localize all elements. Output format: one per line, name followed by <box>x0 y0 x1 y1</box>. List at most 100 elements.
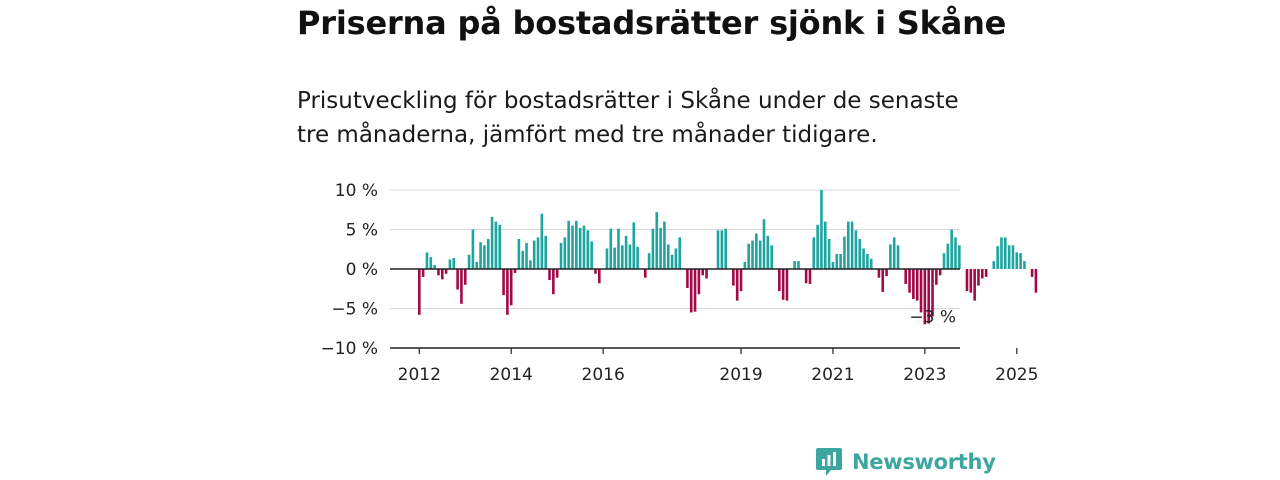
bar <box>778 269 781 292</box>
bar <box>536 237 540 269</box>
bar <box>651 228 655 269</box>
bar <box>1030 269 1034 277</box>
bar <box>509 269 513 306</box>
bar <box>965 269 969 292</box>
bar <box>552 269 555 295</box>
bar <box>479 242 482 269</box>
y-tick-label: −5 % <box>331 300 378 320</box>
bar <box>766 235 770 269</box>
bar <box>632 222 636 269</box>
bar <box>915 269 919 301</box>
bar <box>827 238 831 269</box>
bar <box>571 225 574 269</box>
bar <box>689 269 693 313</box>
x-tick-label: 2012 <box>398 365 441 385</box>
bar <box>525 242 528 269</box>
bar <box>636 246 639 269</box>
bar <box>490 216 494 269</box>
bar <box>582 225 586 269</box>
bar <box>843 236 846 269</box>
bar <box>755 233 758 269</box>
bar <box>548 269 551 281</box>
bar <box>598 269 601 284</box>
bar <box>663 221 666 269</box>
bar <box>850 221 854 269</box>
bar <box>808 269 812 285</box>
bar <box>831 261 835 269</box>
bar <box>1015 252 1019 269</box>
bar <box>716 230 720 269</box>
bar <box>471 229 475 269</box>
bar <box>578 227 582 269</box>
bar <box>521 250 525 269</box>
bar <box>732 269 735 286</box>
bar <box>701 269 705 276</box>
bar <box>896 245 900 269</box>
bar <box>954 237 957 269</box>
bar <box>418 269 421 315</box>
bar <box>678 237 682 269</box>
bar <box>996 246 999 269</box>
bar <box>1019 253 1022 269</box>
bar <box>992 261 996 269</box>
bar <box>532 240 536 269</box>
bar <box>839 253 842 269</box>
bar <box>946 243 950 269</box>
bar <box>958 245 961 269</box>
bar <box>973 269 976 301</box>
bar <box>647 253 651 269</box>
x-tick-label: 2019 <box>719 365 762 385</box>
bar <box>793 261 796 269</box>
bar <box>835 253 839 269</box>
bar <box>425 252 429 269</box>
bar <box>950 229 953 269</box>
bar <box>467 254 471 269</box>
x-tick-label: 2025 <box>995 365 1038 385</box>
bar <box>984 269 988 277</box>
brand-name: Newsworthy <box>852 450 996 474</box>
y-tick-label: 0 % <box>346 260 378 280</box>
bar <box>1007 245 1011 269</box>
bar <box>823 221 827 269</box>
bar <box>486 238 490 269</box>
bar <box>877 269 881 278</box>
bar <box>919 269 923 313</box>
bar <box>889 244 892 269</box>
x-tick-label: 2016 <box>582 365 625 385</box>
bar <box>460 269 463 304</box>
bar <box>743 261 747 269</box>
bar <box>770 245 773 269</box>
newsworthy-logo-icon <box>816 448 842 476</box>
y-tick-label: 10 % <box>335 181 378 201</box>
bar <box>705 269 708 279</box>
bar <box>475 261 479 269</box>
bar <box>804 269 808 284</box>
bar <box>421 269 425 277</box>
bar <box>559 242 563 269</box>
bar <box>448 259 452 269</box>
bar <box>869 258 873 269</box>
bar <box>912 269 915 300</box>
bar <box>563 237 567 269</box>
brand: Newsworthy <box>815 447 996 477</box>
bar <box>854 230 858 269</box>
bar <box>659 227 662 269</box>
bar <box>440 269 444 280</box>
bar <box>846 221 850 269</box>
x-axis-ticks: 2012 2014 2016 2019 2021 2023 2025 <box>398 348 1038 385</box>
bar <box>643 269 647 278</box>
chart-title: Priserna på bostadsrätter sjönk i Skåne <box>297 4 1007 42</box>
bar <box>433 265 436 269</box>
bar <box>590 241 593 269</box>
bar <box>969 269 973 293</box>
bar <box>927 269 930 324</box>
bar <box>812 237 816 269</box>
bar <box>758 240 762 269</box>
bar <box>483 245 486 269</box>
bar <box>498 224 502 269</box>
bar <box>858 238 862 269</box>
bar <box>720 230 724 269</box>
bar <box>885 269 888 277</box>
bar <box>1023 261 1026 269</box>
